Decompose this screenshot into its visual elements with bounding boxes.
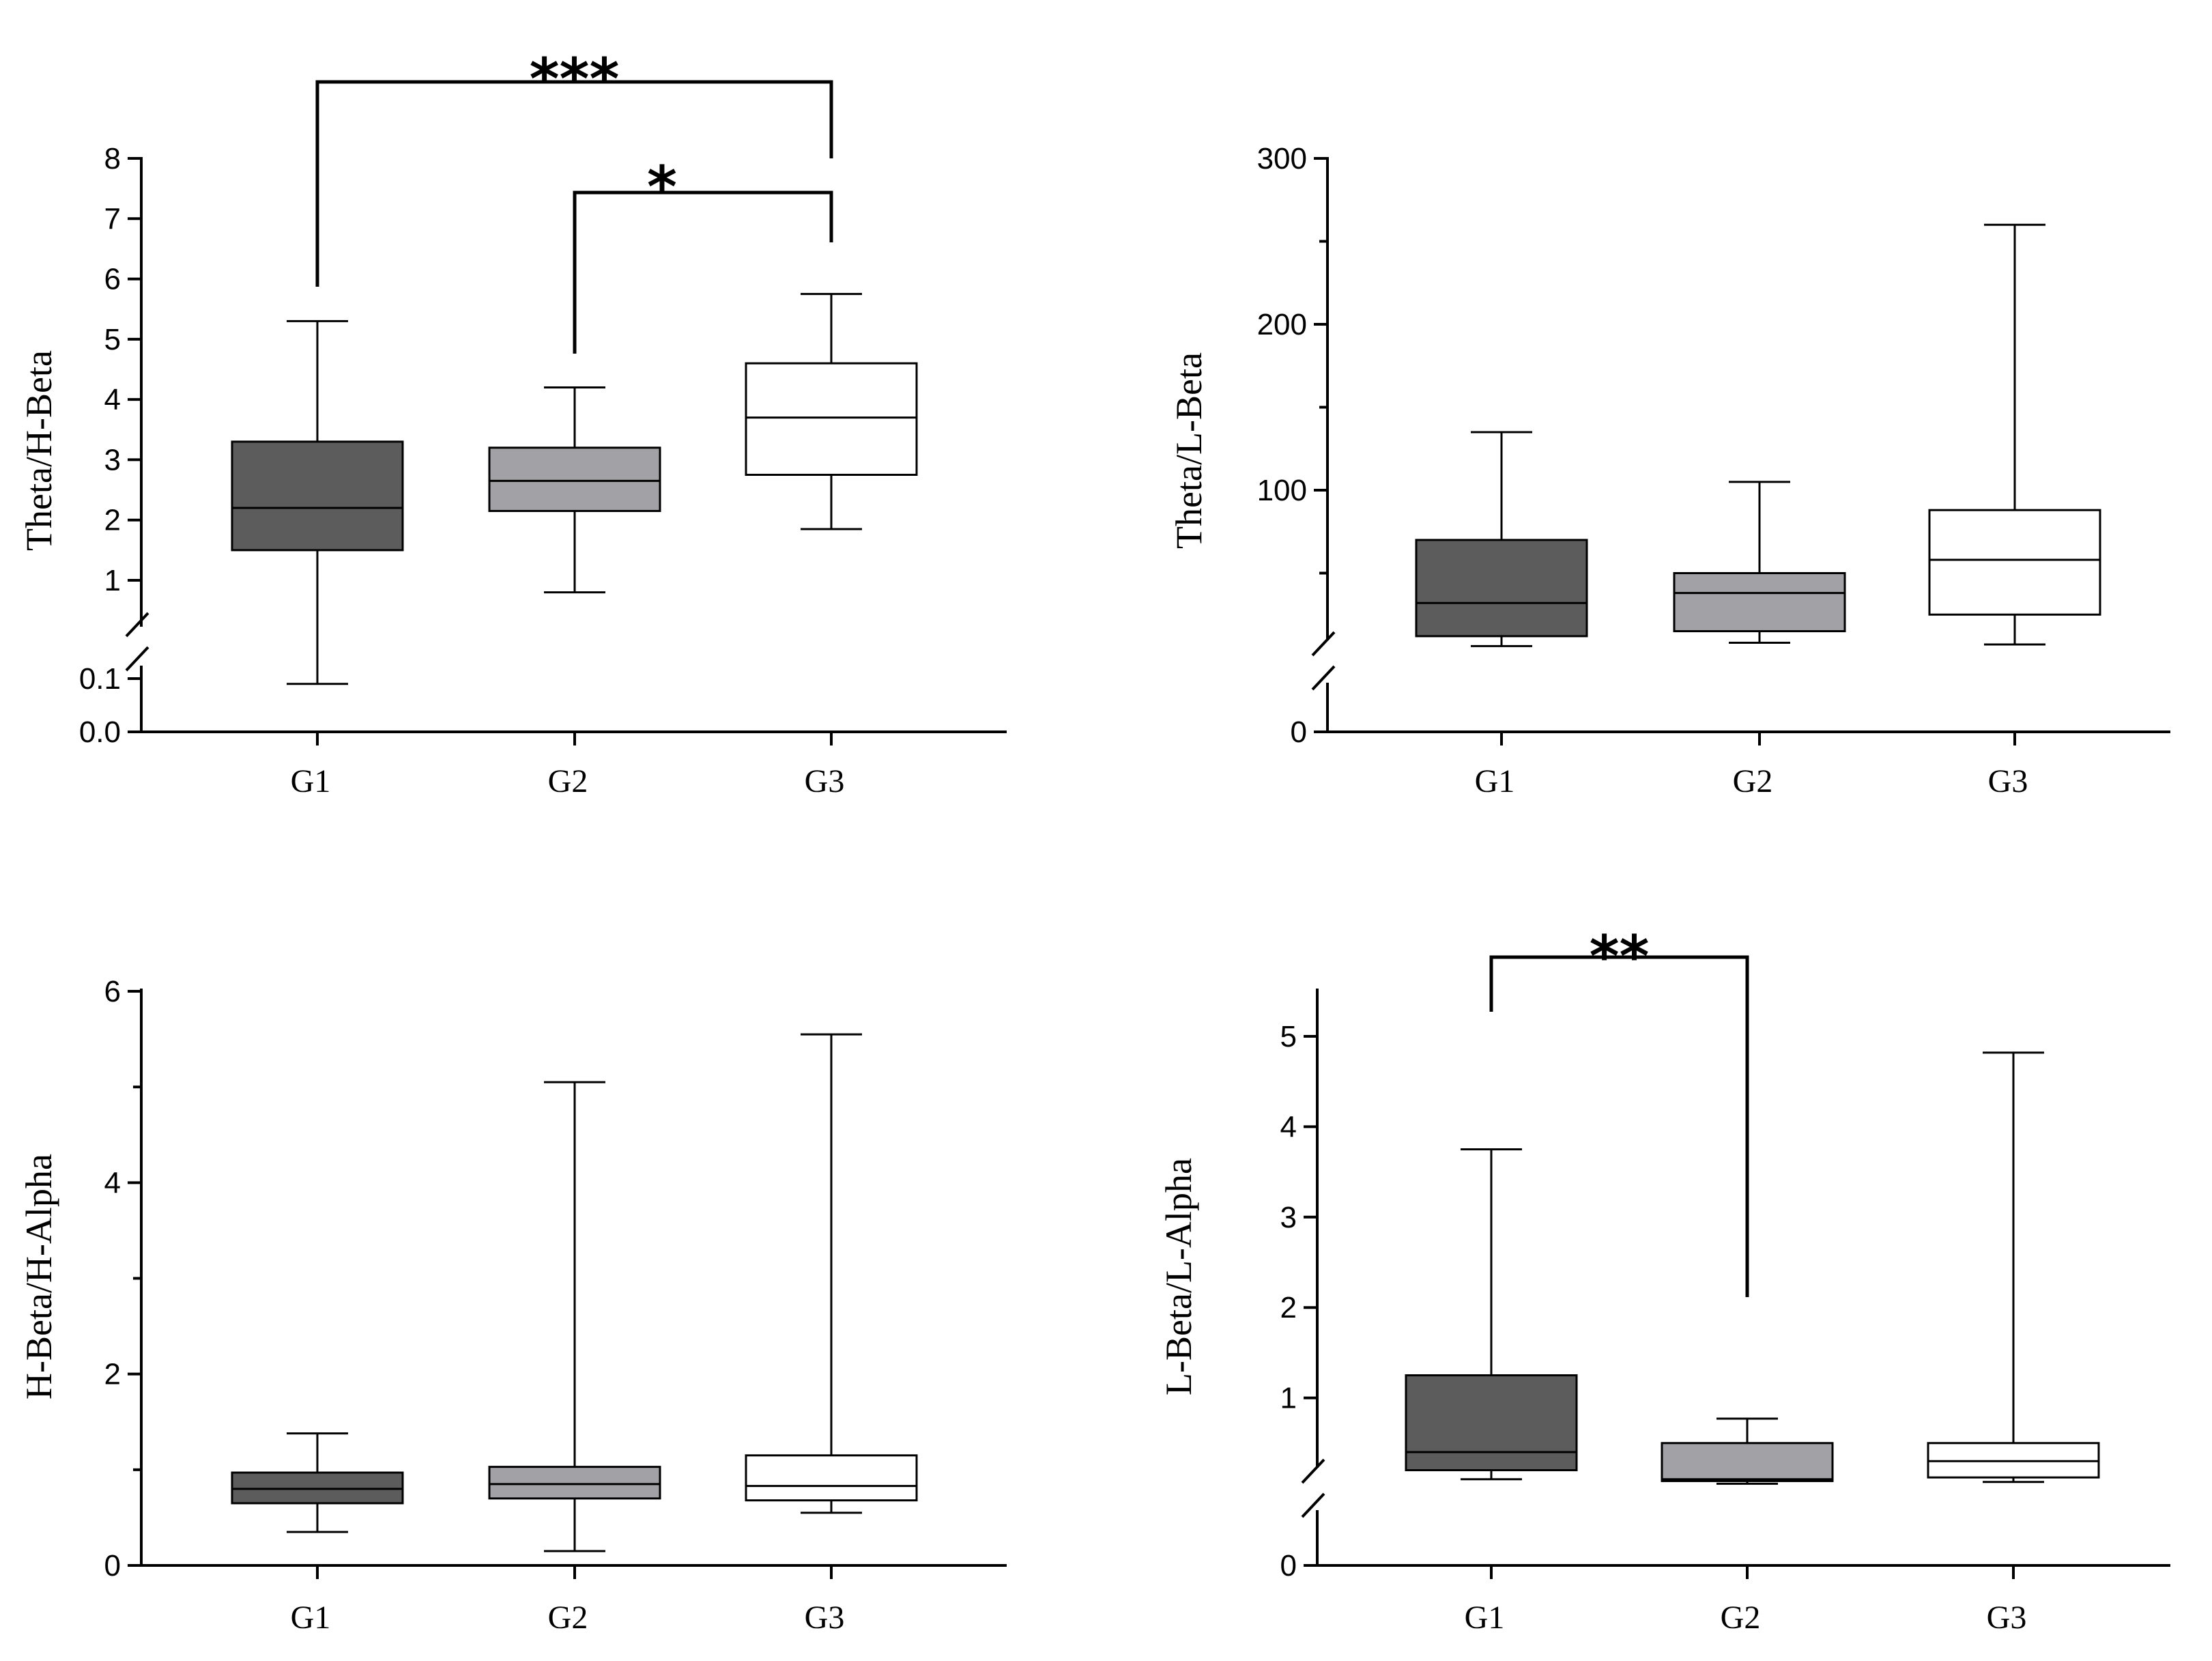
x-tick-label: G3 <box>1988 763 2028 799</box>
significance-label: *** <box>530 46 620 113</box>
significance-bracket <box>573 190 833 354</box>
boxplot-G3 <box>745 293 918 530</box>
box-iqr <box>1405 1374 1578 1472</box>
boxplot-G2 <box>488 1081 661 1552</box>
boxplot-G1 <box>231 1432 404 1533</box>
axis-break-mark <box>1311 665 1336 691</box>
axis-break-mark <box>1311 631 1336 657</box>
boxplot-G3 <box>745 1033 918 1514</box>
panel-h-beta-h-alpha: 0 2 4 6 H-Beta/H-Alpha G1 G2 G3 <box>18 975 1007 1636</box>
x-tick-label: G2 <box>548 763 588 799</box>
panel-theta-l-beta: 0 100 200 300 Theta/L-Beta G1 G2 G3 <box>1168 142 2170 799</box>
y-tick-label: 0 <box>1291 715 1307 749</box>
significance-bracket <box>1489 955 1749 1297</box>
y-tick-label: 4 <box>104 1166 121 1199</box>
x-tick-label: G2 <box>1721 1600 1761 1636</box>
y-tick-label: 2 <box>1280 1291 1297 1324</box>
y-tick-label: 3 <box>1280 1201 1297 1234</box>
box-iqr <box>1661 1442 1834 1482</box>
y-tick-label: 2 <box>104 504 121 537</box>
box-iqr <box>1673 572 1846 633</box>
significance-label: * <box>647 154 677 221</box>
significance-bracket <box>315 80 833 287</box>
y-tick-label: 6 <box>104 263 121 296</box>
y-tick-label: 5 <box>1280 1020 1297 1053</box>
boxplot-G3 <box>1927 1051 2100 1483</box>
box-iqr <box>1928 509 2101 616</box>
y-tick-label: 0.0 <box>79 715 121 749</box>
x-tick-label: G1 <box>1475 763 1515 799</box>
y-tick-label: 2 <box>104 1358 121 1391</box>
y-tick-label: 4 <box>1280 1110 1297 1144</box>
y-tick-label: 7 <box>104 202 121 236</box>
y-tick-label: 5 <box>104 323 121 356</box>
y-axis-label: L-Beta/L-Alpha <box>1158 1158 1199 1395</box>
panel-l-beta-l-alpha: 0 1 2 3 4 5 L-Beta/L-Alpha G1 G2 G3 ** <box>1158 923 2170 1636</box>
x-tick-label: G2 <box>1733 763 1773 799</box>
x-tick-label: G2 <box>548 1600 588 1636</box>
box-iqr <box>745 362 918 477</box>
y-axis-label: H-Beta/H-Alpha <box>18 1154 59 1400</box>
axis-break-mark <box>1301 1458 1325 1484</box>
y-tick-label: 1 <box>104 564 121 597</box>
boxplot-G1 <box>1405 1148 1578 1481</box>
boxplot-G3 <box>1928 223 2101 646</box>
x-tick-label: G3 <box>1987 1600 2027 1636</box>
significance-label: ** <box>1590 923 1650 990</box>
box-iqr <box>488 1466 661 1500</box>
x-tick-label: G1 <box>1465 1600 1505 1636</box>
box-iqr <box>745 1454 918 1502</box>
axis-break-mark <box>1301 1492 1325 1518</box>
boxplot-G1 <box>231 320 404 685</box>
x-tick-label: G3 <box>805 763 845 799</box>
x-tick-label: G1 <box>291 1600 331 1636</box>
boxplot-G2 <box>1673 481 1846 644</box>
y-tick-label: 0 <box>1280 1549 1297 1582</box>
y-tick-label: 200 <box>1257 308 1307 341</box>
y-tick-label: 100 <box>1257 474 1307 507</box>
y-tick-label: 6 <box>104 975 121 1008</box>
box-iqr <box>1415 539 1588 638</box>
y-tick-label: 3 <box>104 443 121 477</box>
y-tick-label: 1 <box>1280 1382 1297 1415</box>
y-tick-label: 8 <box>104 142 121 175</box>
axis-break-mark <box>125 612 149 638</box>
y-tick-label: 300 <box>1257 142 1307 175</box>
y-axis-label: Theta/H-Beta <box>18 350 59 551</box>
boxplot-G2 <box>1661 1417 1834 1485</box>
y-tick-label: 0 <box>104 1549 121 1582</box>
x-tick-label: G3 <box>805 1600 845 1636</box>
y-tick-label: 0.1 <box>79 662 121 696</box>
y-tick-label: 4 <box>104 383 121 416</box>
x-tick-label: G1 <box>291 763 331 799</box>
boxplot-G1 <box>1415 431 1588 647</box>
boxplot-G2 <box>488 386 661 594</box>
axis-break-mark <box>125 646 149 672</box>
box-iqr <box>231 440 404 552</box>
y-axis-label: Theta/L-Beta <box>1168 352 1209 549</box>
box-iqr <box>488 446 661 512</box>
